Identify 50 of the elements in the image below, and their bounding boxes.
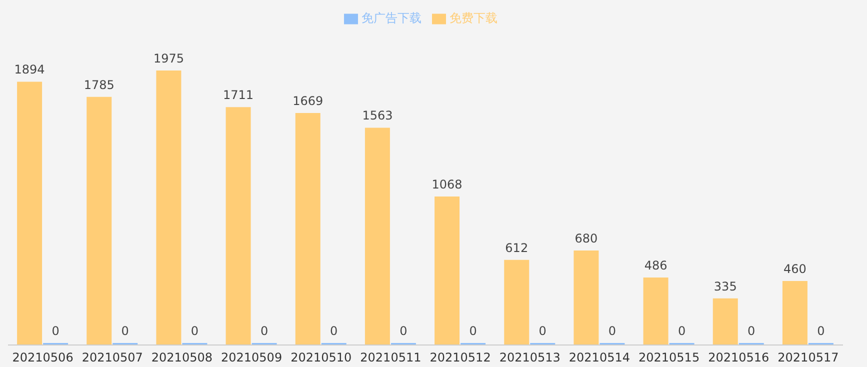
x-tick-label: 20210513 [499, 350, 560, 365]
x-tick-label: 20210517 [778, 350, 839, 365]
data-label: 1669 [292, 94, 324, 108]
data-label: 486 [644, 258, 668, 272]
data-label: 1894 [14, 62, 45, 77]
bar [364, 128, 390, 345]
bar [504, 260, 530, 345]
x-tick-label: 20210509 [221, 350, 282, 365]
data-label: 1785 [84, 78, 114, 92]
x-tick-label: 20210507 [82, 350, 143, 365]
data-label: 0 [748, 324, 756, 338]
data-label: 0 [538, 324, 546, 338]
data-label: 0 [260, 324, 268, 338]
data-label: 0 [330, 324, 338, 338]
data-label: 0 [121, 324, 129, 338]
data-label: 335 [714, 279, 737, 294]
x-tick-label: 20210516 [708, 350, 770, 365]
data-label: 612 [505, 240, 528, 255]
bar [86, 96, 112, 345]
data-label: 1563 [362, 108, 393, 123]
x-tick-label: 20210512 [430, 350, 491, 365]
data-label: 460 [784, 262, 806, 276]
bar [574, 250, 599, 345]
legend-label: 免费下载 [450, 11, 498, 25]
bar [712, 298, 738, 345]
bar [17, 82, 42, 345]
x-tick-label: 20210511 [360, 350, 422, 365]
bar [156, 70, 182, 345]
data-label: 0 [817, 324, 825, 338]
data-label: 1711 [223, 88, 254, 102]
x-tick-label: 20210514 [568, 350, 630, 365]
legend-label: 免广告下载 [362, 11, 422, 25]
bar [643, 277, 668, 345]
data-label: 0 [469, 324, 477, 338]
bar [434, 196, 460, 345]
data-label: 0 [608, 324, 616, 338]
bar [295, 113, 320, 345]
data-label: 680 [574, 231, 598, 246]
data-label: 0 [190, 324, 199, 338]
data-label: 0 [678, 324, 686, 338]
x-tick-label: 20210508 [151, 350, 212, 365]
x-tick-label: 20210506 [12, 350, 74, 365]
data-label: 0 [400, 324, 408, 338]
x-tick-label: 20210515 [638, 350, 700, 365]
data-label: 1975 [153, 51, 184, 66]
data-label: 1068 [432, 178, 462, 192]
x-tick-label: 20210510 [290, 350, 352, 365]
data-label: 0 [52, 324, 60, 338]
bar [226, 107, 251, 345]
bar [782, 281, 808, 345]
